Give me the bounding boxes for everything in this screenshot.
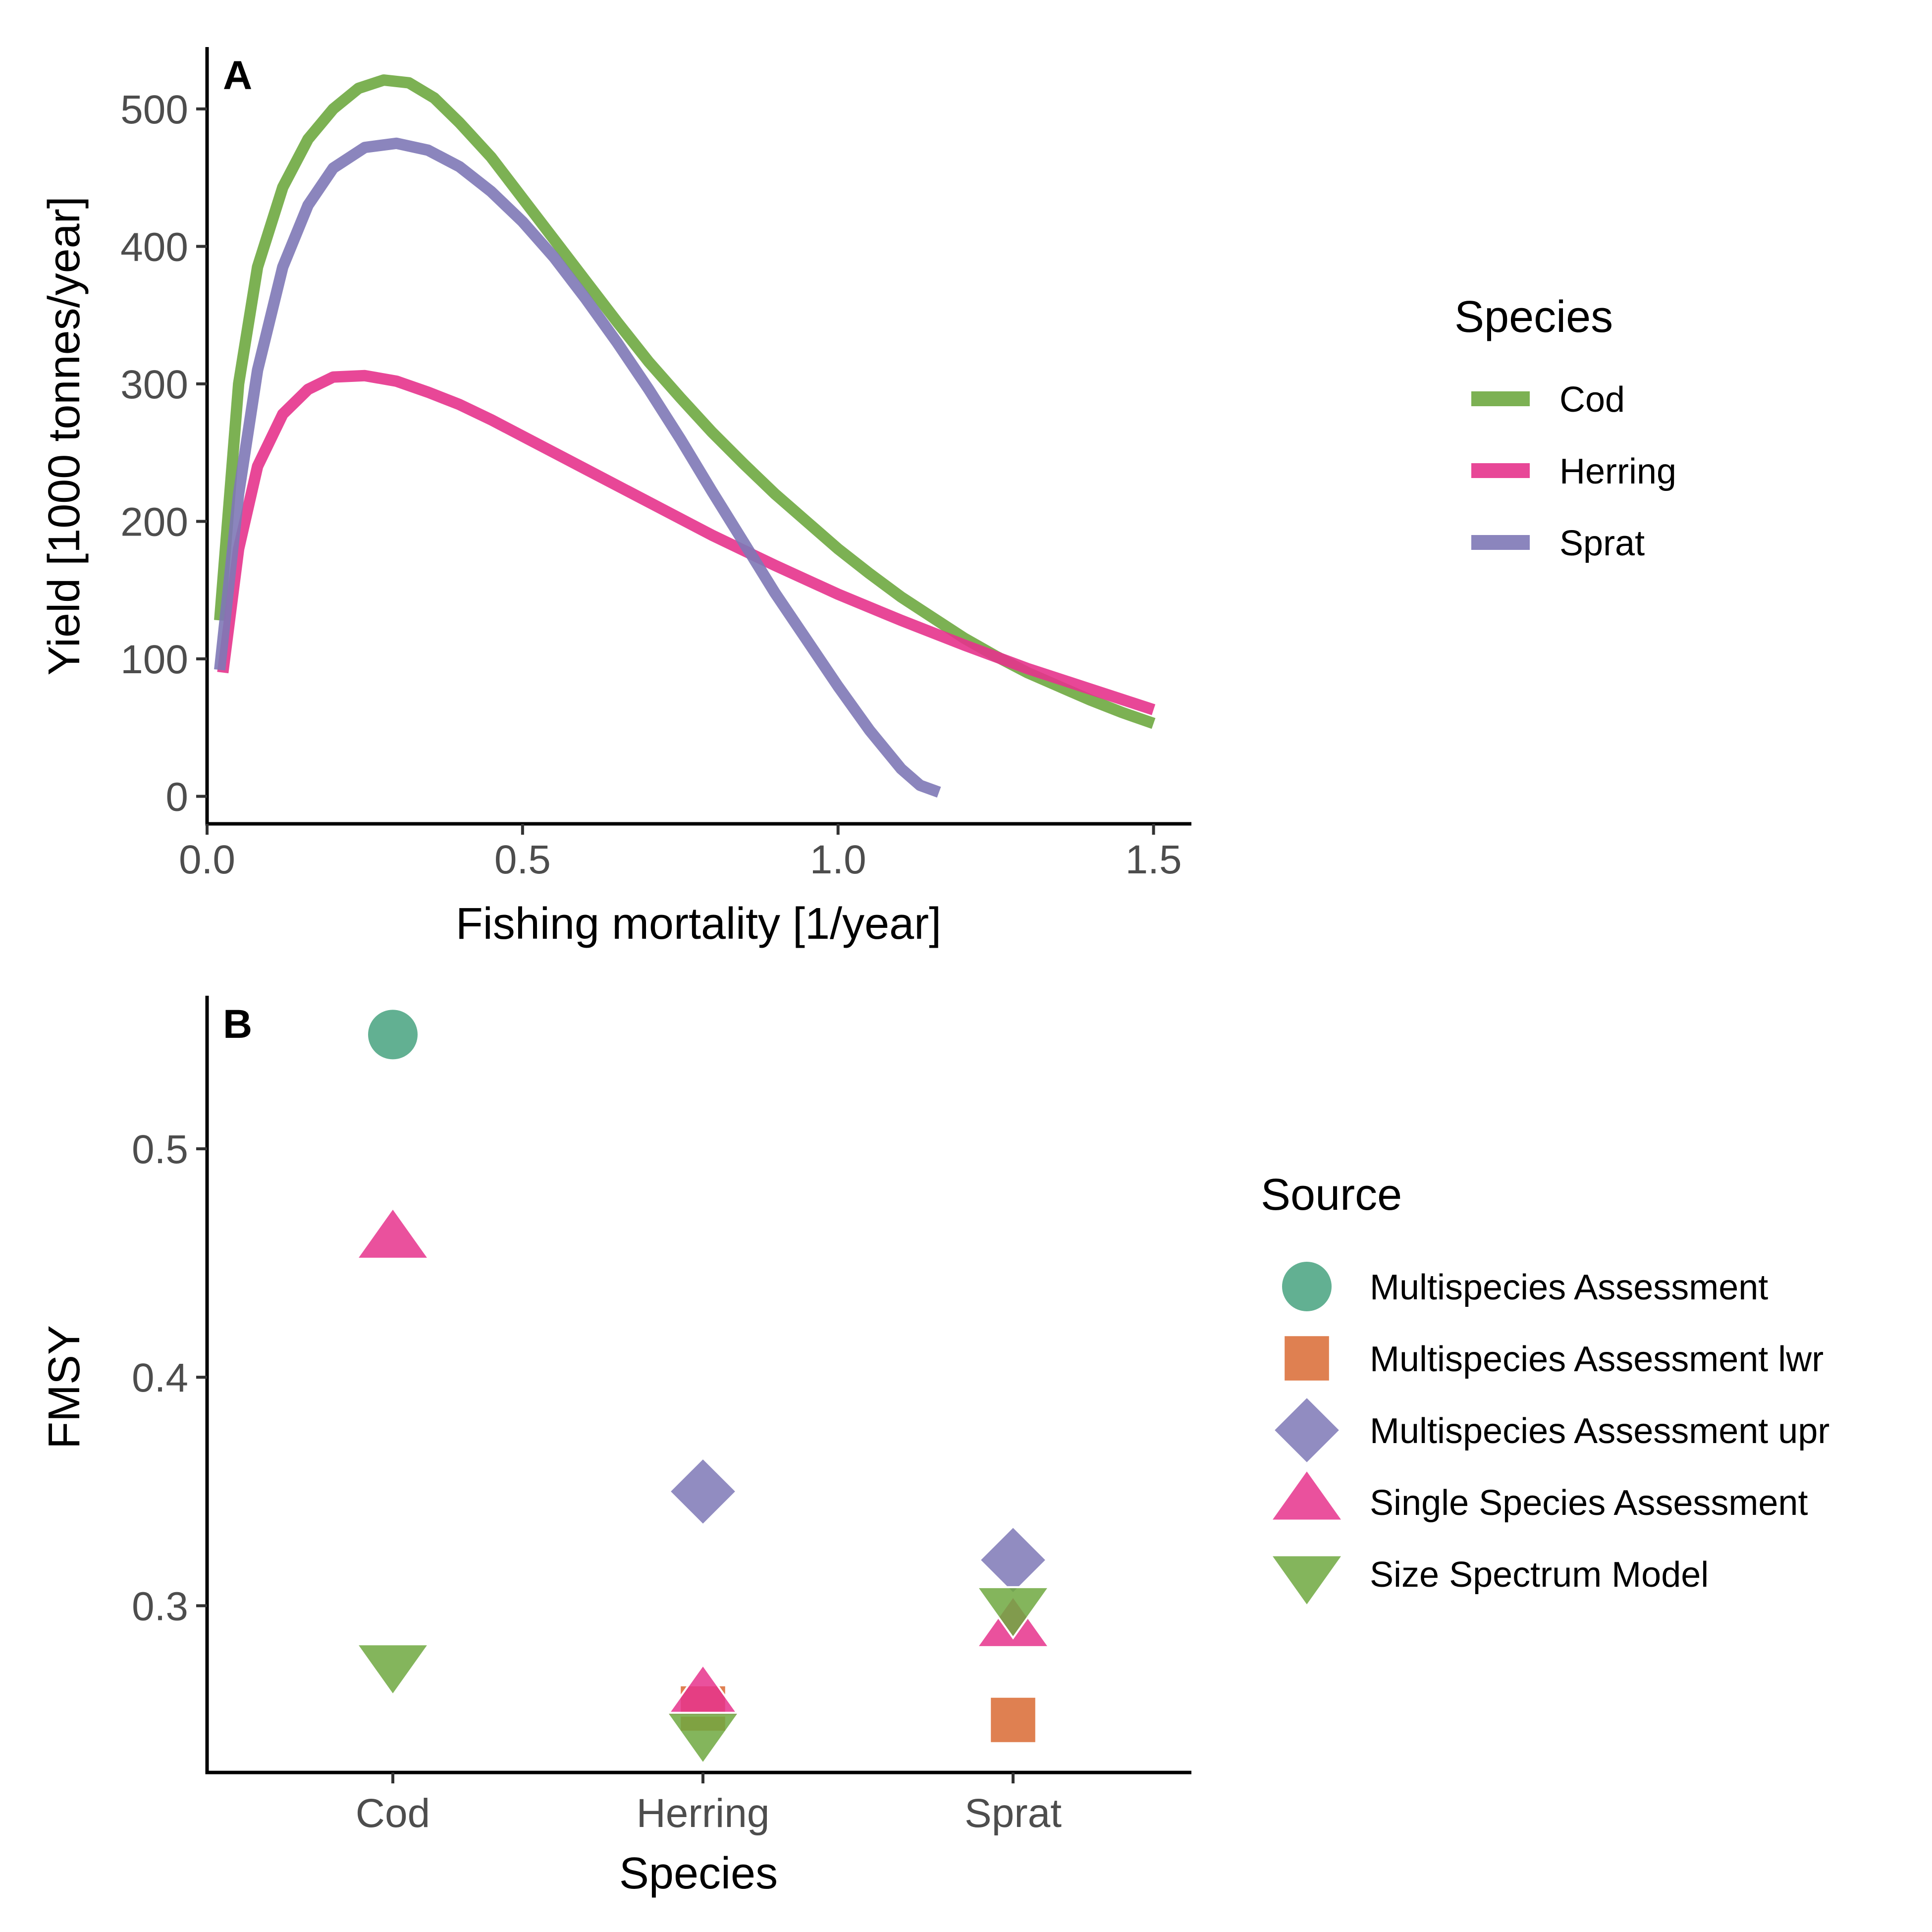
panel-a-series-lines — [214, 74, 1156, 798]
panel-a-tag: A — [223, 53, 252, 98]
panel-a-x-ticks: 0.0 0.5 1.0 1.5 — [179, 824, 1182, 882]
legend-label-single-species-assessment: Single Species Assessment — [1370, 1483, 1808, 1523]
y-tick-label: 0 — [165, 774, 188, 819]
legend-item-multispecies-assessment-lwr: Multispecies Assessment lwr — [1283, 1334, 1824, 1383]
species-legend-title: Species — [1454, 292, 1613, 342]
point-multispecies-assessment-lwr-sprat — [989, 1696, 1037, 1744]
legend-label-multispecies-assessment-lwr: Multispecies Assessment lwr — [1370, 1340, 1824, 1379]
legend-item-multispecies-assessment: Multispecies Assessment — [1280, 1260, 1768, 1313]
y-tick-label: 300 — [120, 362, 188, 407]
y-tick-label: 500 — [120, 87, 188, 132]
panel-a-y-axis-title: Yield [1000 tonnes/year] — [40, 196, 89, 675]
legend-key-single-species-assessment — [1269, 1468, 1345, 1522]
x-tick-label: 0.5 — [494, 837, 551, 882]
y-tick-label: 100 — [120, 637, 188, 682]
point-multispecies-assessment-cod — [366, 1008, 420, 1062]
x-tick-label: 1.5 — [1126, 837, 1182, 882]
x-tick-label-cod: Cod — [356, 1791, 430, 1836]
y-tick-label: 0.5 — [132, 1127, 188, 1172]
legend-label-multispecies-assessment-upr: Multispecies Assessment upr — [1370, 1411, 1829, 1451]
legend-item-multispecies-assessment-upr: Multispecies Assessment upr — [1272, 1395, 1829, 1465]
x-tick-label-herring: Herring — [637, 1791, 770, 1836]
panel-b-fmsy-chart: 0.3 0.4 0.5 Cod Herring Sprat B Species FMSY — [40, 996, 1191, 1898]
species-legend-items: Cod Herring Sprat — [1471, 380, 1676, 563]
legend-key-multispecies-assessment-upr — [1272, 1395, 1342, 1465]
panel-b-points — [355, 1008, 1051, 1766]
point-size-spectrum-model-sprat — [975, 1586, 1051, 1640]
legend-label-size-spectrum-model: Size Spectrum Model — [1370, 1555, 1709, 1595]
panel-b-x-axis-title: Species — [619, 1849, 778, 1898]
legend-label-sprat: Sprat — [1559, 524, 1645, 563]
source-legend-items: Multispecies Assessment Multispecies Asse… — [1269, 1260, 1829, 1608]
point-size-spectrum-model-herring — [665, 1712, 741, 1766]
legend-key-size-spectrum-model — [1269, 1554, 1345, 1608]
legend-label-herring: Herring — [1559, 452, 1676, 491]
source-legend: Source Multispecies AssessmentMultispeci… — [1261, 1170, 1829, 1608]
y-tick-label: 0.4 — [132, 1355, 188, 1400]
panel-a-y-ticks: 0 100 200 300 400 500 — [120, 87, 207, 819]
legend-item-size-spectrum-model: Size Spectrum Model — [1269, 1554, 1709, 1608]
series-line-sprat — [214, 137, 941, 798]
legend-label-multispecies-assessment: Multispecies Assessment — [1370, 1268, 1768, 1307]
x-tick-label: 0.0 — [179, 837, 235, 882]
y-tick-label: 200 — [120, 499, 188, 544]
panel-a-yield-chart: 0 100 200 300 400 500 0.0 0.5 1.0 1.5 A Fishing … — [40, 47, 1191, 949]
legend-item-sprat: Sprat — [1471, 524, 1645, 563]
y-tick-label: 400 — [120, 224, 188, 269]
panel-b-tag: B — [223, 1002, 252, 1047]
legend-key-multispecies-assessment-lwr — [1283, 1334, 1331, 1383]
legend-key-multispecies-assessment — [1280, 1260, 1334, 1313]
point-size-spectrum-model-cod — [355, 1643, 431, 1697]
legend-key-sprat — [1471, 535, 1530, 550]
series-line-herring — [217, 370, 1156, 715]
x-tick-label: 1.0 — [810, 837, 866, 882]
panel-b-y-axis-title: FMSY — [40, 1325, 89, 1449]
legend-item-herring: Herring — [1471, 452, 1676, 491]
panel-b-x-ticks: Cod Herring Sprat — [356, 1772, 1062, 1836]
legend-item-cod: Cod — [1471, 380, 1625, 420]
point-single-species-assessment-cod — [355, 1206, 431, 1260]
source-legend-title: Source — [1261, 1170, 1402, 1220]
x-tick-label-sprat: Sprat — [965, 1791, 1062, 1836]
legend-label-cod: Cod — [1559, 380, 1625, 420]
legend-key-cod — [1471, 391, 1530, 406]
species-legend: Species Cod Herring Sprat — [1454, 292, 1676, 563]
panel-a-x-axis-title: Fishing mortality [1/year] — [456, 899, 941, 949]
y-tick-label: 0.3 — [132, 1584, 188, 1629]
legend-key-herring — [1471, 463, 1530, 478]
panel-b-y-ticks: 0.3 0.4 0.5 — [132, 1127, 207, 1629]
legend-item-single-species-assessment: Single Species Assessment — [1269, 1468, 1808, 1523]
point-multispecies-assessment-upr-herring — [668, 1456, 738, 1527]
